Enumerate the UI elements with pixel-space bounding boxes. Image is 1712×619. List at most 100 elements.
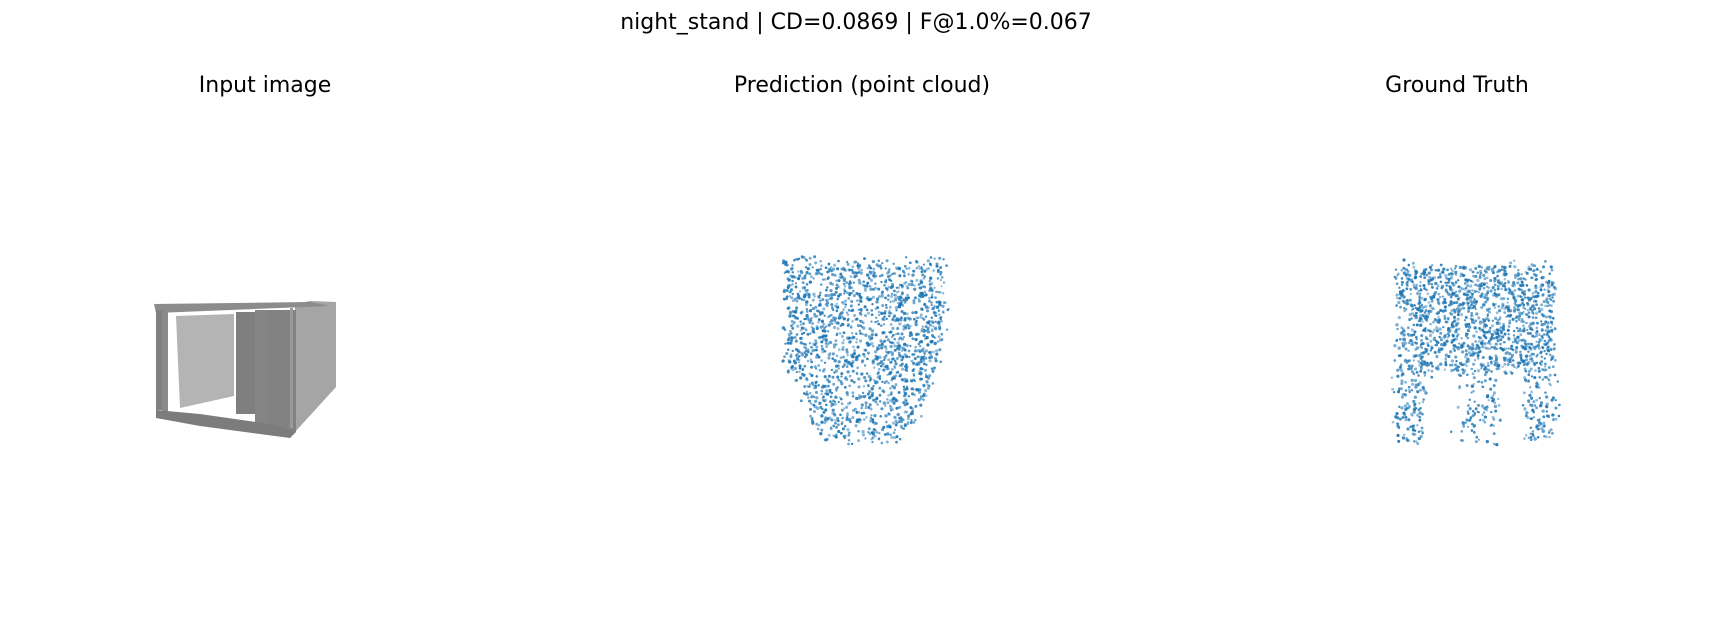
cloud-point — [1518, 329, 1521, 333]
cloud-point — [1401, 337, 1405, 341]
cloud-point — [858, 298, 862, 302]
cloud-point — [787, 337, 791, 341]
cloud-point — [809, 414, 812, 418]
cloud-point — [912, 317, 916, 321]
cloud-point — [913, 296, 917, 300]
cloud-point — [867, 406, 871, 409]
cloud-point — [922, 276, 926, 280]
cloud-point — [936, 322, 939, 325]
cloud-point — [1494, 361, 1497, 365]
cloud-point — [932, 311, 936, 315]
cloud-point — [876, 375, 880, 379]
cloud-point — [1481, 328, 1484, 332]
cloud-point — [894, 423, 898, 427]
cloud-point — [1466, 425, 1470, 428]
cloud-point — [1458, 386, 1461, 390]
cloud-point — [875, 430, 879, 434]
cloud-point — [875, 316, 878, 319]
cloud-point — [1472, 376, 1476, 380]
cloud-point — [1456, 333, 1460, 336]
cloud-point — [1483, 421, 1487, 424]
cloud-point — [1551, 323, 1554, 326]
cloud-point — [1451, 291, 1455, 295]
cloud-point — [1459, 345, 1464, 349]
cloud-point — [903, 352, 907, 357]
cloud-point — [878, 264, 882, 268]
cloud-point — [805, 390, 809, 394]
cloud-point — [1412, 323, 1415, 327]
cloud-point — [832, 434, 835, 437]
cloud-point — [841, 427, 845, 431]
cloud-point — [832, 345, 836, 349]
cloud-point — [857, 354, 861, 358]
cloud-point — [823, 418, 827, 422]
cloud-point — [887, 294, 890, 297]
cloud-point — [794, 285, 798, 289]
cloud-point — [880, 274, 883, 277]
cloud-point — [815, 390, 818, 394]
cloud-point — [1451, 281, 1454, 285]
cloud-point — [923, 302, 927, 307]
cloud-point — [1518, 327, 1522, 331]
cloud-point — [1407, 263, 1411, 266]
cloud-point — [1432, 321, 1435, 324]
cloud-point — [1414, 385, 1418, 389]
cloud-point — [1488, 307, 1491, 311]
cloud-point — [1425, 273, 1429, 277]
cloud-point — [939, 266, 943, 270]
cloud-point — [843, 436, 847, 440]
cloud-point — [1437, 315, 1440, 319]
cloud-point — [896, 301, 900, 305]
cloud-point — [898, 405, 902, 409]
cloud-point — [791, 271, 795, 274]
cloud-point — [848, 291, 851, 295]
cloud-point — [889, 392, 893, 396]
cloud-point — [1553, 373, 1557, 377]
cloud-point — [1527, 350, 1530, 353]
cloud-point — [1518, 314, 1522, 318]
cloud-point — [1551, 281, 1555, 285]
cloud-point — [796, 258, 799, 261]
cloud-point — [871, 436, 875, 440]
cloud-point — [786, 348, 790, 352]
cloud-point — [1474, 307, 1477, 311]
cloud-point — [902, 418, 905, 421]
cloud-point — [1537, 307, 1541, 310]
cloud-point — [1396, 416, 1400, 420]
cloud-point — [930, 295, 934, 299]
cloud-point — [902, 335, 906, 339]
cloud-point — [1431, 264, 1434, 267]
cloud-point — [896, 341, 900, 345]
cloud-point — [889, 433, 892, 436]
cloud-point — [834, 317, 838, 320]
cloud-point — [788, 329, 792, 333]
cloud-point — [857, 266, 861, 270]
cloud-point — [1435, 343, 1439, 347]
cloud-point — [835, 354, 839, 358]
cloud-point — [831, 352, 835, 356]
cloud-point — [837, 285, 840, 289]
cloud-point — [796, 349, 800, 353]
cloud-point — [859, 331, 863, 335]
cloud-point — [849, 326, 853, 329]
cloud-point — [1424, 337, 1428, 340]
cloud-point — [932, 350, 936, 354]
cloud-point — [818, 401, 822, 405]
cloud-point — [798, 274, 802, 278]
cloud-point — [873, 358, 876, 361]
cloud-point — [858, 329, 861, 332]
cloud-point — [1420, 430, 1424, 434]
cloud-point — [1447, 326, 1451, 331]
cloud-point — [1520, 273, 1523, 276]
cloud-point — [827, 380, 831, 384]
cloud-point — [1527, 345, 1531, 349]
cloud-point — [1513, 329, 1516, 333]
cloud-point — [799, 320, 802, 323]
cloud-point — [1513, 265, 1517, 269]
cloud-point — [814, 339, 818, 343]
cloud-point — [1536, 343, 1540, 347]
cloud-point — [1540, 307, 1544, 312]
cloud-point — [1411, 428, 1415, 432]
cloud-point — [896, 296, 900, 299]
cloud-point — [1540, 289, 1543, 292]
